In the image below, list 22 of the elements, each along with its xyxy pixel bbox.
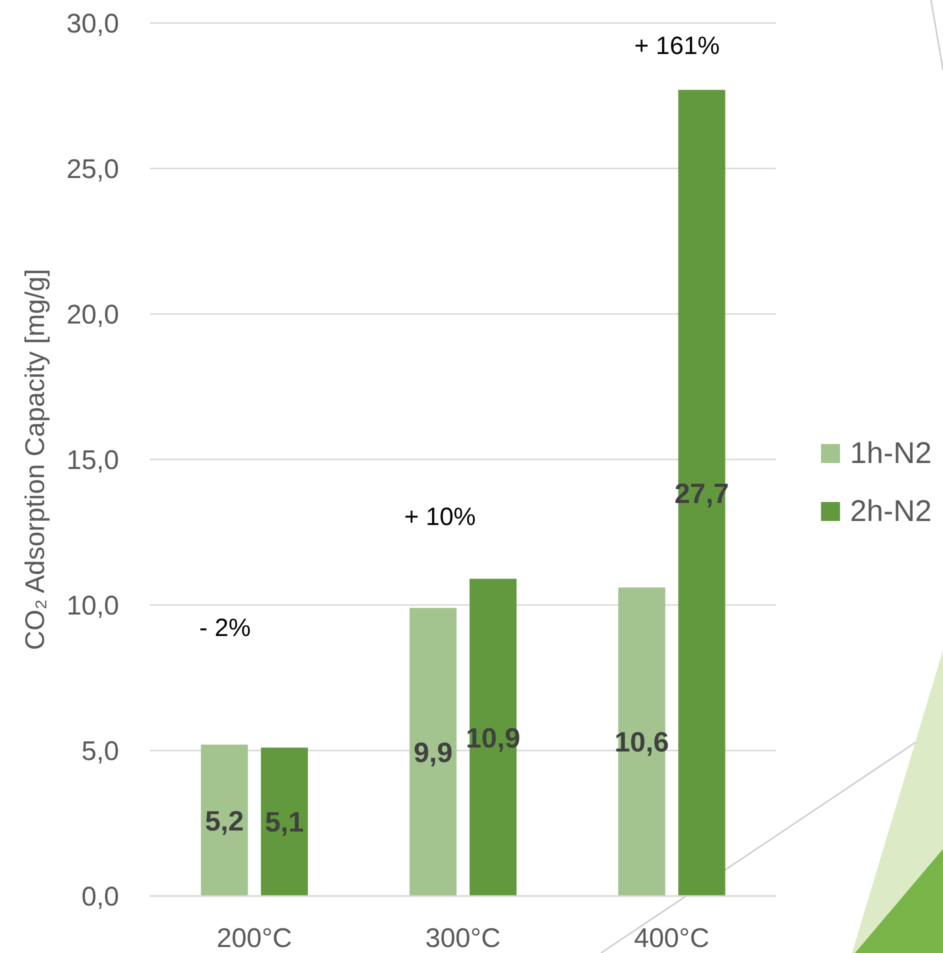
y-tick-label: 25,0 <box>66 154 119 184</box>
y-axis-title: CO₂ Adsorption Capacity [mg/g] <box>20 268 50 650</box>
y-tick-label: 10,0 <box>66 590 119 621</box>
bar <box>200 744 248 896</box>
legend-label: 1h-N2 <box>850 436 932 470</box>
x-tick-label: 400°C <box>634 923 710 953</box>
data-label: 5,2 <box>204 805 244 836</box>
annotation: + 10% <box>404 503 476 531</box>
annotation: + 161% <box>634 32 720 60</box>
data-label: 5,1 <box>264 806 304 838</box>
bar <box>260 748 308 896</box>
bar <box>410 608 457 896</box>
data-label: 9,9 <box>414 736 453 768</box>
x-tick-label: 300°C <box>425 923 501 953</box>
y-tick-label: 30,0 <box>66 8 119 39</box>
y-tick-label: 15,0 <box>66 445 119 476</box>
x-tick-label: 200°C <box>216 923 292 953</box>
y-tick-label: 20,0 <box>66 300 119 330</box>
annotation: - 2% <box>199 614 251 642</box>
legend-label: 2h-N2 <box>850 494 932 528</box>
y-tick-label: 5,0 <box>81 736 119 766</box>
y-tick-label: 0,0 <box>81 882 119 912</box>
